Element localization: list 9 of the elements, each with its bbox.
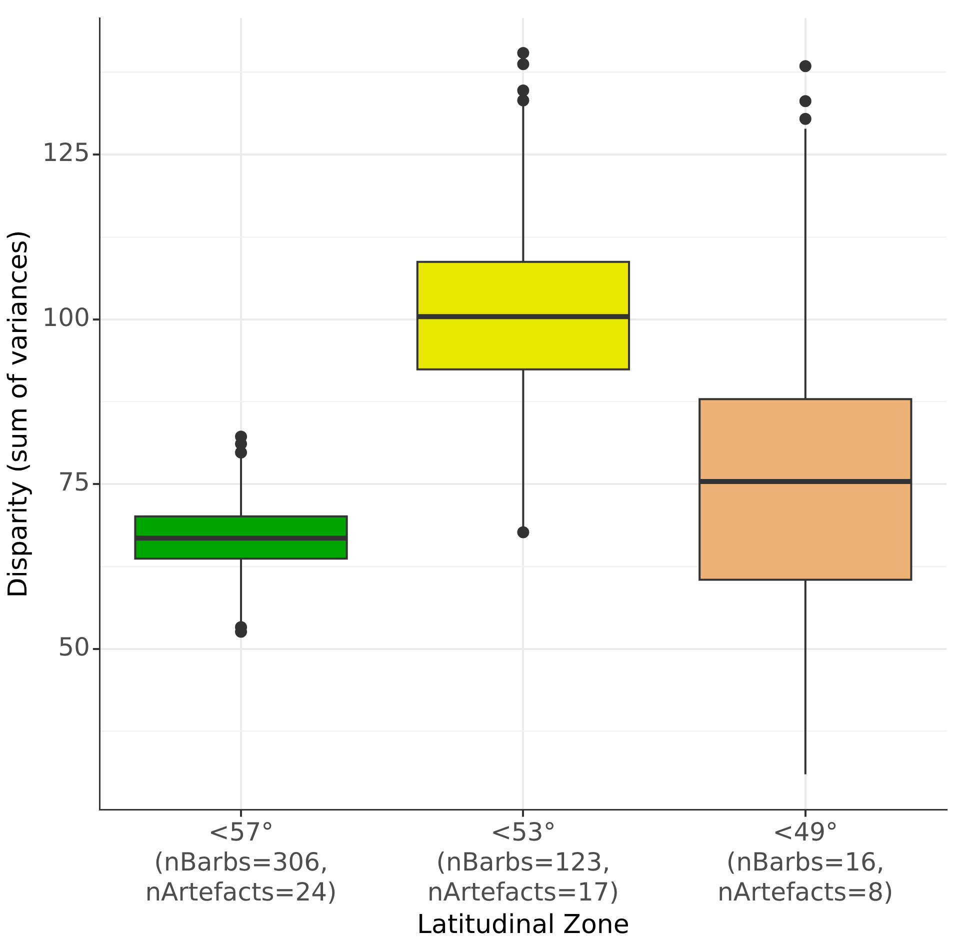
- y-axis-title: Disparity (sum of variances): [3, 230, 34, 598]
- x-axis-title: Latitudinal Zone: [417, 910, 630, 940]
- y-tick-label: 125: [42, 138, 90, 167]
- x-tick-label: <49° (nBarbs=16, nArtefacts=8): [718, 817, 894, 906]
- x-tick-label: <57° (nBarbs=306, nArtefacts=24): [145, 817, 337, 906]
- y-tick-label: 100: [42, 302, 90, 332]
- y-tick-label: 75: [58, 468, 90, 497]
- x-tick-label: <53° (nBarbs=123, nArtefacts=17): [427, 817, 620, 906]
- y-tick-label: 50: [58, 632, 90, 662]
